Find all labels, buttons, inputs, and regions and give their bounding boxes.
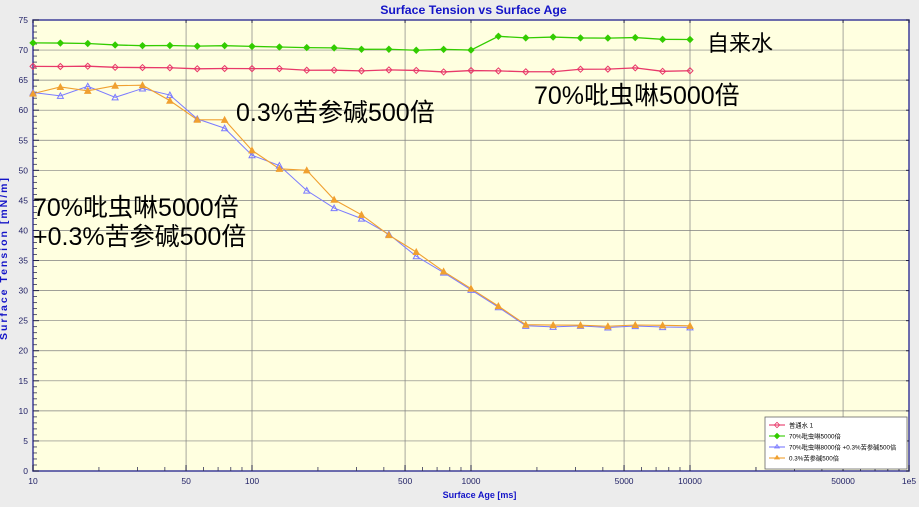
svg-text:普通水 1: 普通水 1 — [789, 421, 814, 430]
svg-text:70%吡虫啉5000倍: 70%吡虫啉5000倍 — [789, 432, 842, 441]
svg-text:0.3%苦参碱500倍: 0.3%苦参碱500倍 — [789, 454, 840, 463]
svg-text:70%吡虫啉8000倍 +0.3%苦参碱500倍: 70%吡虫啉8000倍 +0.3%苦参碱500倍 — [789, 443, 897, 452]
